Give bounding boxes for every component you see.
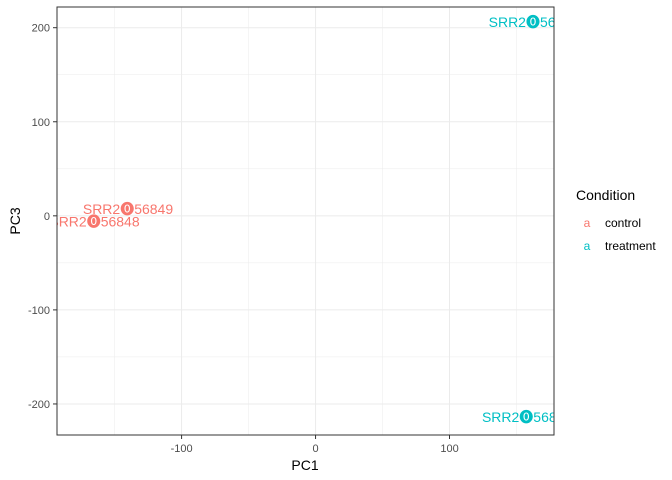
x-tick-label: -100 [171, 443, 193, 455]
y-tick-label: -100 [28, 305, 50, 317]
minor-gridlines [57, 7, 554, 435]
legend-key: a [584, 239, 591, 253]
legend-key: a [584, 216, 591, 230]
x-axis-ticks: -100 0 100 [171, 435, 459, 455]
x-tick-label: 0 [312, 443, 318, 455]
y-tick-label: 0 [44, 211, 50, 223]
x-tick-label: 100 [440, 443, 458, 455]
y-tick-label: 100 [32, 117, 50, 129]
y-tick-label: 200 [32, 23, 50, 35]
legend-title: Condition [576, 187, 635, 203]
legend-label: treatment [605, 239, 656, 253]
point-label-control-0: SRR2⓿56848 [49, 213, 139, 229]
legend: Condition a control a treatment [576, 187, 656, 253]
plot-panel-border [56, 6, 555, 436]
point-label-treatment-0: SRR2⓿5685 [489, 14, 572, 30]
legend-label: control [605, 216, 641, 230]
plot-panel-background [57, 7, 554, 435]
point-label-control-1: SRR2⓿56849 [83, 201, 173, 217]
point-label-treatment-1: SRR2⓿5685 [482, 409, 565, 425]
major-gridlines [57, 7, 554, 435]
y-axis-title: PC3 [7, 207, 23, 234]
legend-entry-control: a control [584, 216, 641, 230]
y-axis-ticks: -200 -100 0 100 200 [28, 23, 57, 411]
y-tick-label: -200 [28, 399, 50, 411]
x-axis-title: PC1 [291, 457, 318, 473]
legend-entry-treatment: a treatment [584, 239, 657, 253]
